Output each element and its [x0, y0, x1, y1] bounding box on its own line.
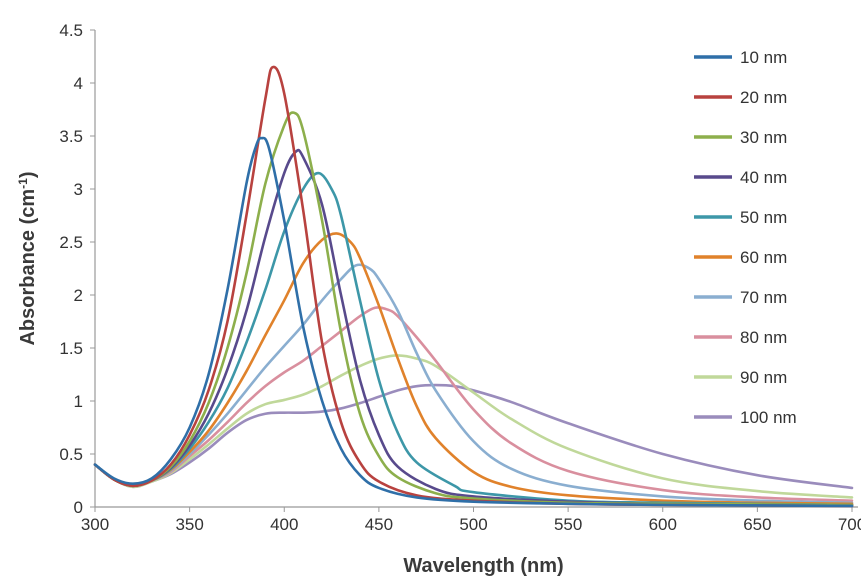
series-line-10-nm — [95, 138, 852, 506]
y-tick-label: 2.5 — [59, 233, 83, 252]
x-tick-label: 650 — [743, 515, 771, 534]
y-tick-label: 1.5 — [59, 339, 83, 358]
x-tick-label: 550 — [554, 515, 582, 534]
y-tick-label: 2 — [74, 286, 83, 305]
series-lines — [95, 67, 852, 506]
y-tick-label: 1 — [74, 392, 83, 411]
series-line-60-nm — [95, 233, 852, 503]
x-tick-label: 400 — [270, 515, 298, 534]
legend-label-100-nm: 100 nm — [740, 408, 797, 427]
legend-label-20-nm: 20 nm — [740, 88, 787, 107]
legend-label-90-nm: 90 nm — [740, 368, 787, 387]
legend: 10 nm 20 nm 30 nm 40 nm 50 nm 60 nm 70 nm 80 nm… — [694, 48, 797, 427]
legend-label-30-nm: 30 nm — [740, 128, 787, 147]
x-tick-label: 700 — [838, 515, 861, 534]
y-ticks: 0 0.5 1 1.5 2 2.5 3 3.5 4 4.5 — [59, 21, 95, 517]
y-tick-label: 3.5 — [59, 127, 83, 146]
series-line-40-nm — [95, 150, 852, 505]
x-tick-label: 450 — [365, 515, 393, 534]
legend-label-10-nm: 10 nm — [740, 48, 787, 67]
y-axis-title-superscript: -1 — [16, 178, 30, 189]
legend-label-50-nm: 50 nm — [740, 208, 787, 227]
y-tick-label: 0 — [74, 498, 83, 517]
y-axis-title-main: Absorbance (cm — [17, 189, 39, 346]
legend-label-70-nm: 70 nm — [740, 288, 787, 307]
x-tick-label: 600 — [649, 515, 677, 534]
x-tick-label: 350 — [175, 515, 203, 534]
x-tick-label: 500 — [459, 515, 487, 534]
legend-label-60-nm: 60 nm — [740, 248, 787, 267]
y-tick-label: 4 — [74, 74, 83, 93]
series-line-70-nm — [95, 265, 852, 503]
x-tick-label: 300 — [81, 515, 109, 534]
x-ticks: 300 350 400 450 500 550 600 650 700 — [81, 507, 861, 534]
y-axis-title: Absorbance (cm-1) — [16, 171, 39, 345]
x-axis-title: Wavelength (nm) — [403, 555, 563, 577]
legend-label-40-nm: 40 nm — [740, 168, 787, 187]
y-tick-label: 0.5 — [59, 445, 83, 464]
y-tick-label: 3 — [74, 180, 83, 199]
y-axis-title-close: ) — [17, 171, 39, 178]
legend-label-80-nm: 80 nm — [740, 328, 787, 347]
series-line-50-nm — [95, 173, 852, 505]
y-tick-label: 4.5 — [59, 21, 83, 40]
